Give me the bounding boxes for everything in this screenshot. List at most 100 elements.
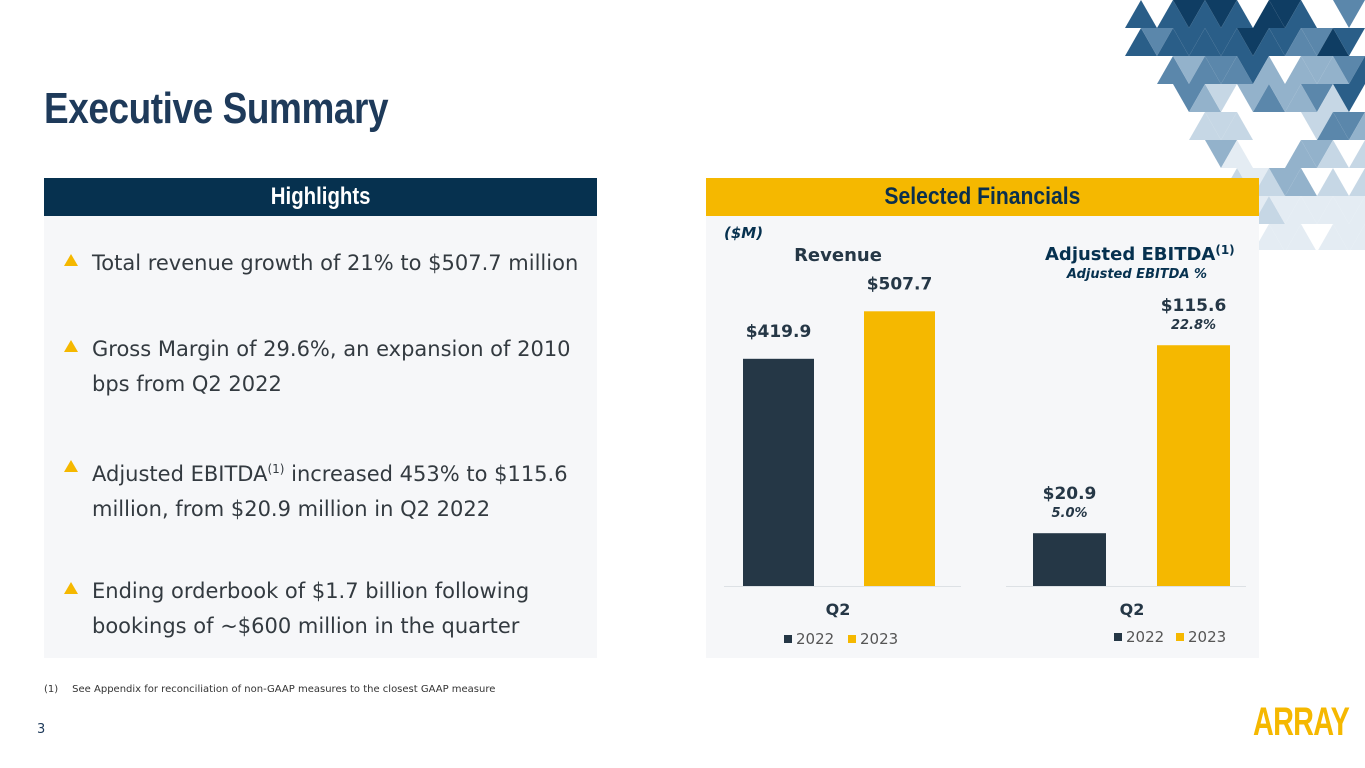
triangle-shape [1205,140,1237,168]
ebitda-data-label: $115.6 [1161,296,1227,316]
triangle-shape [1333,56,1365,84]
triangle-shape [1301,28,1333,56]
revenue-x-tick: Q2 [826,600,851,619]
triangle-shape [1237,28,1269,56]
triangle-shape [1317,140,1349,168]
triangle-shape [1285,196,1317,224]
legend-label-2022: 2022 [1126,628,1164,646]
triangle-shape [1285,168,1317,196]
highlight-item: Total revenue growth of 21% to $507.7 mi… [64,246,584,281]
triangle-bullet-icon [64,340,78,352]
triangle-shape [1349,112,1365,140]
legend-swatch-2023 [1176,633,1184,641]
triangle-shape [1253,0,1285,28]
triangle-shape [1237,84,1269,112]
triangle-shape [1317,84,1349,112]
triangle-shape [1318,224,1348,250]
ebitda-data-label: $20.9 [1043,484,1097,504]
triangle-shape [1301,84,1333,112]
triangle-shape [1157,28,1189,56]
ebitda-chart-title: Adjusted EBITDA(1) [1045,243,1235,265]
triangle-shape [1221,112,1253,140]
footnote-text: See Appendix for reconciliation of non-G… [72,684,496,695]
triangle-shape [1254,224,1284,250]
triangle-shape [1349,140,1365,168]
triangle-shape [1285,56,1317,84]
highlight-item: Gross Margin of 29.6%, an expansion of 2… [64,332,584,402]
triangle-shape [1157,56,1189,84]
page-number: 3 [37,722,46,737]
ebitda-pct-label: 5.0% [1051,506,1087,521]
triangle-shape [1350,224,1365,250]
legend-label-2023: 2023 [860,630,898,648]
triangle-shape [1253,28,1285,56]
revenue-data-label: $419.9 [746,322,812,342]
array-logo: ARRAY [1253,700,1350,744]
highlight-text: Adjusted EBITDA(1) increased 453% to $11… [92,462,568,521]
units-label: ($M) [724,224,763,242]
ebitda-title-footnote: (1) [1215,243,1234,257]
triangle-shape [1333,112,1365,140]
triangle-shape [1269,224,1301,250]
triangle-shape [1317,168,1349,196]
triangle-shape [1253,196,1285,224]
triangle-shape [1205,0,1237,28]
triangle-shape [1173,56,1205,84]
triangle-shape [1349,196,1365,224]
ebitda-bar-2022 [1033,533,1106,586]
revenue-data-label: $507.7 [867,274,933,294]
ebitda-chart-subtitle: Adjusted EBITDA % [1066,267,1207,282]
triangle-shape [1333,84,1365,112]
triangle-shape [1221,56,1253,84]
revenue-chart-title: Revenue [794,245,882,266]
revenue-bar-2023 [864,311,935,586]
triangle-shape [1157,0,1189,28]
page-title: Executive Summary [44,84,389,133]
triangle-shape [1269,28,1301,56]
triangle-shape [1173,84,1205,112]
triangle-shape [1317,56,1349,84]
revenue-bar-2022 [743,358,814,586]
triangle-shape [1221,0,1253,28]
selected-financials-header: Selected Financials [706,178,1259,216]
triangle-shape [1125,28,1157,56]
ebitda-x-tick: Q2 [1120,600,1145,619]
legend-swatch-2023 [848,635,856,643]
ebitda-pct-label: 22.8% [1171,318,1216,333]
triangle-bullet-icon [64,582,78,594]
triangle-shape [1141,28,1173,56]
triangle-shape [1173,0,1205,28]
triangle-shape [1333,28,1365,56]
selected-financials-panel: ($M) Revenue $419.9 $507.7 Q2 2022 2023 Adjus… [706,216,1259,658]
triangle-shape [1189,84,1221,112]
triangle-shape [1269,84,1301,112]
triangle-shape [1253,56,1285,84]
financials-chart: ($M) Revenue $419.9 $507.7 Q2 2022 2023 Adjus… [724,224,1246,648]
triangle-shape [1189,112,1221,140]
triangle-shape [1285,140,1317,168]
highlights-header-label: Highlights [270,183,371,210]
triangle-shape [1205,28,1237,56]
highlight-item: Ending orderbook of $1.7 billion followi… [64,574,584,644]
highlight-text: Gross Margin of 29.6%, an expansion of 2… [92,337,571,396]
triangle-shape [1125,0,1157,28]
triangle-shape [1189,56,1221,84]
highlights-panel: Total revenue growth of 21% to $507.7 mi… [44,216,597,658]
footnote-marker: (1) [44,684,59,695]
legend-label-2022: 2022 [796,630,834,648]
triangle-shape [1333,196,1365,224]
triangle-shape [1285,28,1317,56]
ebitda-title-text: Adjusted EBITDA [1045,244,1215,265]
triangle-shape [1253,84,1285,112]
triangle-shape [1269,196,1301,224]
triangle-shape [1205,56,1237,84]
triangle-shape [1301,112,1333,140]
legend-swatch-2022 [784,635,792,643]
triangle-shape [1221,140,1253,168]
triangle-shape [1301,56,1333,84]
triangle-shape [1189,0,1221,28]
triangle-shape [1286,224,1316,250]
triangle-shape [1269,168,1301,196]
triangle-shape [1349,56,1365,84]
triangle-shape [1269,0,1301,28]
